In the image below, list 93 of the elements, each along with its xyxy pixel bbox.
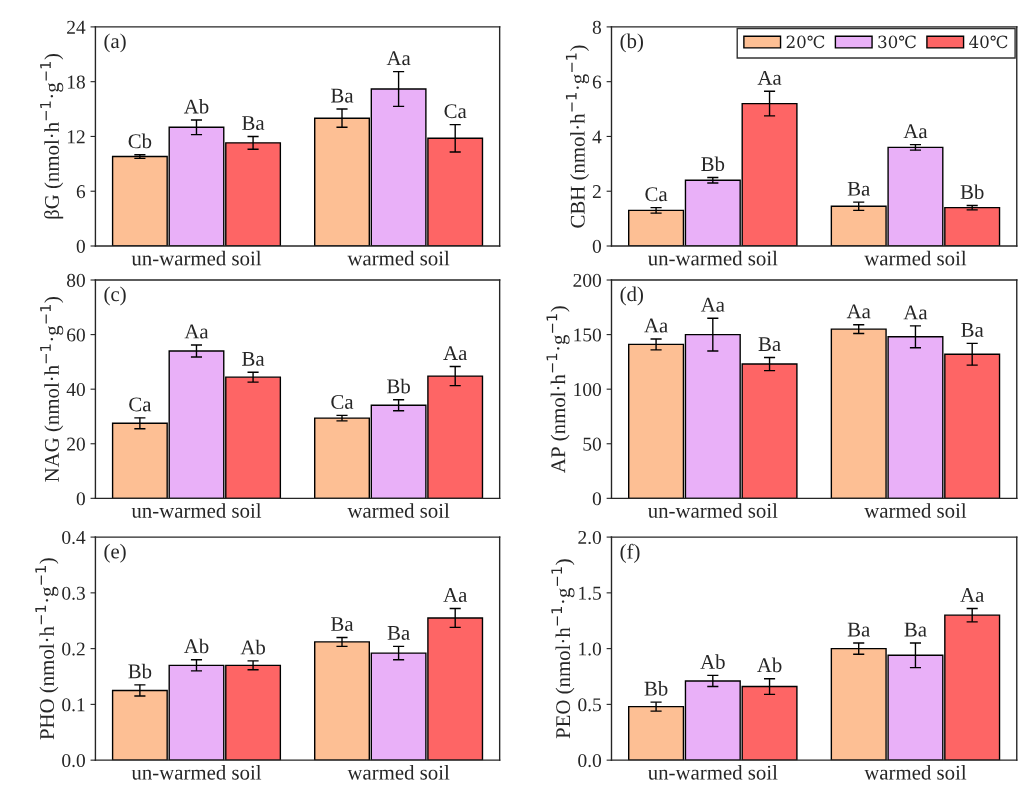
y-axis-title: NAG (nmol·h$^{−1}$·g$^{−1}$) xyxy=(40,297,64,482)
x-tick-label: un-warmed soil xyxy=(131,503,262,518)
annotation: (a) xyxy=(104,33,126,53)
y-tick-label: 0.3 xyxy=(62,586,85,600)
y-tick-label: 4 xyxy=(592,130,602,144)
legend-label: 30℃ xyxy=(878,35,916,49)
y-tick-label: 18 xyxy=(67,75,85,89)
y-tick-label: 100 xyxy=(574,382,602,397)
y-tick-label: 0.4 xyxy=(62,530,86,545)
y-tick-label: 0.0 xyxy=(62,753,85,768)
data-label: Aa xyxy=(184,324,209,339)
data-label: Aa xyxy=(644,318,668,333)
y-tick-label: 0 xyxy=(592,492,602,506)
y-tick-label: 8 xyxy=(592,20,602,34)
data-label: Ba xyxy=(331,88,354,103)
y-tick-label: 80 xyxy=(66,273,85,287)
data-label: Aa xyxy=(443,346,468,361)
data-label: Aa xyxy=(443,588,468,603)
data-label: Aa xyxy=(757,70,782,85)
data-label: Ba xyxy=(904,622,927,637)
y-tick-label: 0.2 xyxy=(62,642,85,656)
annotation: (e) xyxy=(104,543,126,563)
x-tick-label: un-warmed soil xyxy=(648,250,778,266)
y-tick-label: 60 xyxy=(67,328,85,342)
annotation: (d) xyxy=(620,286,643,306)
data-label: Bb xyxy=(387,378,410,394)
x-tick-label: warmed soil xyxy=(347,503,450,518)
x-tick-label: warmed soil xyxy=(864,765,967,780)
data-label: Ba xyxy=(331,617,354,631)
data-label: Bb xyxy=(701,156,725,172)
data-label: Ab xyxy=(240,639,266,655)
y-tick-label: 1.5 xyxy=(579,586,602,600)
y-tick-label: 0.0 xyxy=(578,753,602,768)
annotation: (f) xyxy=(620,543,640,563)
y-axis-title: βG (nmol·h$^{−1}$·g$^{−1}$) xyxy=(40,54,64,219)
data-label: Cb xyxy=(128,133,152,149)
y-tick-label: 0 xyxy=(76,492,85,506)
x-tick-label: warmed soil xyxy=(347,765,450,780)
data-label: Ba xyxy=(847,181,870,196)
data-label: Aa xyxy=(960,588,985,603)
y-tick-label: 200 xyxy=(573,273,602,287)
legend-label: 40℃ xyxy=(969,35,1008,49)
x-tick-label: un-warmed soil xyxy=(648,503,778,518)
y-tick-label: 24 xyxy=(67,20,86,34)
y-tick-label: 150 xyxy=(574,328,602,342)
data-label: Ba xyxy=(961,323,984,337)
y-axis-title: PHO (nmol·h$^{−1}$·g$^{−1}$) xyxy=(35,558,59,740)
y-tick-label: 20 xyxy=(67,437,85,451)
y-axis-title: CBH (nmol·h$^{−1}$·g$^{−1}$) xyxy=(565,45,590,228)
data-label: Ab xyxy=(700,654,725,669)
data-label: Bb xyxy=(644,681,668,696)
data-label: Bb xyxy=(128,663,152,679)
data-label: Aa xyxy=(700,297,725,312)
y-tick-label: 2 xyxy=(592,185,601,198)
y-tick-label: 50 xyxy=(583,437,602,451)
x-tick-label: warmed soil xyxy=(864,503,967,518)
data-label: Ba xyxy=(847,622,870,637)
data-label: Ca xyxy=(129,397,152,412)
data-label: Ca xyxy=(444,104,467,119)
y-axis-title: AP (nmol·h$^{−1}$·g$^{−1}$) xyxy=(546,306,570,473)
data-label: Ab xyxy=(183,638,209,654)
data-label: Ca xyxy=(331,394,354,409)
y-tick-label: 6 xyxy=(592,75,602,89)
data-label: Aa xyxy=(846,304,871,319)
text: (b) xyxy=(620,33,643,53)
data-label: Ab xyxy=(183,98,209,114)
data-label: Bb xyxy=(960,184,984,200)
y-tick-label: 12 xyxy=(67,130,85,144)
legend-label: 20℃ xyxy=(786,35,825,49)
data-label: Aa xyxy=(903,305,928,320)
y-tick-label: 2.0 xyxy=(578,530,602,545)
data-label: Ba xyxy=(242,351,265,366)
x-tick-label: un-warmed soil xyxy=(648,765,778,780)
y-tick-label: 0.1 xyxy=(62,698,85,712)
data-label: Ca xyxy=(645,187,668,202)
data-label: Ba xyxy=(387,626,410,640)
x-tick-label: un-warmed soil xyxy=(131,250,262,266)
data-label: Ba xyxy=(242,116,265,131)
annotation: (c) xyxy=(104,286,126,306)
x-tick-label: warmed soil xyxy=(864,250,967,266)
y-tick-label: 6 xyxy=(76,185,86,199)
y-tick-label: 1.0 xyxy=(579,642,602,656)
data-label: Ba xyxy=(758,337,781,352)
x-tick-label: warmed soil xyxy=(347,250,450,266)
y-tick-label: 0.5 xyxy=(578,698,602,712)
data-label: Aa xyxy=(386,51,411,66)
data-label: Aa xyxy=(903,124,928,139)
data-label: Ab xyxy=(757,657,782,673)
x-tick-label: un-warmed soil xyxy=(131,765,262,780)
y-axis-title: PEO (nmol·h$^{−1}$·g$^{−1}$) xyxy=(551,559,575,739)
y-tick-label: 0 xyxy=(592,239,602,253)
y-tick-label: 40 xyxy=(66,382,85,397)
y-tick-label: 0 xyxy=(76,239,85,253)
